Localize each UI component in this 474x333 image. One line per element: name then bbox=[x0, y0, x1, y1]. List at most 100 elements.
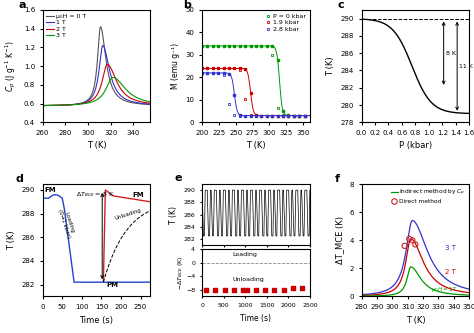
Text: Unloading: Unloading bbox=[232, 277, 264, 282]
X-axis label: Time (s): Time (s) bbox=[80, 316, 114, 325]
2.8 kbar bbox=[291, 114, 297, 118]
Text: Loading
(0→1 kbar): Loading (0→1 kbar) bbox=[57, 207, 77, 239]
2.8 kbar bbox=[237, 114, 243, 118]
Point bbox=[289, 234, 296, 239]
Text: Unloading: Unloading bbox=[114, 207, 142, 220]
Text: f: f bbox=[335, 174, 339, 184]
Point bbox=[239, 234, 246, 239]
Y-axis label: $C_p$ (J g$^{-1}$ K$^{-1}$): $C_p$ (J g$^{-1}$ K$^{-1}$) bbox=[4, 40, 18, 92]
Y-axis label: ΔT_MCE (K): ΔT_MCE (K) bbox=[335, 216, 344, 264]
P = 0 kbar bbox=[226, 44, 232, 48]
Legend: P = 0 kbar, 1.9 kbar, 2.8 kbar: P = 0 kbar, 1.9 kbar, 2.8 kbar bbox=[264, 13, 307, 32]
1.9 kbar bbox=[253, 114, 259, 118]
Y-axis label: T (K): T (K) bbox=[7, 230, 16, 250]
μ₀H = 0 T bbox=[87, 95, 93, 99]
μ₀H = 0 T bbox=[126, 100, 132, 104]
Text: b: b bbox=[182, 0, 191, 10]
1.9 kbar bbox=[243, 97, 248, 101]
X-axis label: Time (s): Time (s) bbox=[240, 314, 272, 323]
Line: 2.8 kbar: 2.8 kbar bbox=[201, 72, 306, 117]
P = 0 kbar bbox=[248, 44, 254, 48]
2.8 kbar bbox=[264, 114, 270, 118]
1 T bbox=[147, 102, 153, 106]
Text: 2 T: 2 T bbox=[445, 269, 456, 275]
Line: 1 T: 1 T bbox=[43, 46, 150, 106]
Y-axis label: M (emu g⁻¹): M (emu g⁻¹) bbox=[171, 43, 180, 89]
2.8 kbar bbox=[216, 71, 221, 75]
X-axis label: P (kbar): P (kbar) bbox=[399, 142, 432, 151]
Line: 3 T: 3 T bbox=[43, 77, 150, 106]
P = 0 kbar bbox=[237, 44, 243, 48]
Text: PM: PM bbox=[107, 282, 118, 288]
2.8 kbar bbox=[275, 114, 281, 118]
Line: 1.9 kbar: 1.9 kbar bbox=[201, 67, 306, 117]
2 T bbox=[147, 101, 153, 105]
Y-axis label: $-\Delta T_{BCE}$ (K): $-\Delta T_{BCE}$ (K) bbox=[175, 255, 184, 290]
Y-axis label: T (K): T (K) bbox=[169, 205, 178, 223]
2 T bbox=[87, 99, 93, 103]
3 T bbox=[83, 101, 89, 105]
1.9 kbar bbox=[259, 114, 264, 118]
2.8 kbar bbox=[280, 114, 286, 118]
2.8 kbar bbox=[296, 114, 302, 118]
μ₀H = 0 T bbox=[98, 25, 103, 29]
1.9 kbar bbox=[226, 66, 232, 70]
1.9 kbar bbox=[216, 66, 221, 70]
1.9 kbar bbox=[286, 114, 292, 118]
1.9 kbar bbox=[210, 66, 216, 70]
1.9 kbar bbox=[232, 66, 237, 70]
Point bbox=[253, 287, 260, 292]
Point bbox=[253, 234, 260, 239]
Point bbox=[298, 234, 305, 239]
Point bbox=[280, 287, 287, 292]
2.8 kbar bbox=[302, 114, 308, 118]
P = 0 kbar bbox=[232, 44, 237, 48]
P = 0 kbar bbox=[280, 114, 286, 118]
2.8 kbar bbox=[199, 71, 205, 75]
Point bbox=[230, 234, 237, 239]
3 T bbox=[110, 75, 116, 79]
1.9 kbar bbox=[248, 113, 254, 117]
Point bbox=[411, 242, 419, 247]
3 T bbox=[124, 88, 129, 92]
1 T bbox=[124, 98, 129, 102]
1.9 kbar bbox=[291, 114, 297, 118]
Point bbox=[221, 234, 228, 239]
1 T bbox=[87, 97, 93, 101]
P = 0 kbar bbox=[243, 44, 248, 48]
P = 0 kbar bbox=[216, 44, 221, 48]
μ₀H = 0 T bbox=[83, 99, 89, 103]
2.8 kbar bbox=[221, 73, 227, 77]
Point bbox=[298, 285, 305, 291]
Point bbox=[202, 287, 210, 292]
μ₀H = 0 T bbox=[114, 93, 119, 97]
2.8 kbar bbox=[253, 114, 259, 118]
Legend: Indirect method by $C_p$, Direct method: Indirect method by $C_p$, Direct method bbox=[390, 187, 466, 205]
2 T bbox=[40, 104, 46, 108]
1.9 kbar bbox=[205, 66, 210, 70]
P = 0 kbar bbox=[253, 44, 259, 48]
2.8 kbar bbox=[232, 113, 237, 117]
X-axis label: T (K): T (K) bbox=[246, 142, 266, 151]
1.9 kbar bbox=[264, 114, 270, 118]
Line: 2 T: 2 T bbox=[43, 64, 150, 106]
1.9 kbar bbox=[199, 66, 205, 70]
P = 0 kbar bbox=[296, 114, 302, 118]
Point bbox=[409, 237, 416, 243]
P = 0 kbar bbox=[205, 44, 210, 48]
Text: 8 K: 8 K bbox=[446, 51, 456, 56]
Legend: μ₀H = 0 T, 1 T, 2 T, 3 T: μ₀H = 0 T, 1 T, 2 T, 3 T bbox=[46, 13, 87, 39]
Text: 11 K: 11 K bbox=[459, 64, 473, 69]
P = 0 kbar bbox=[259, 44, 264, 48]
Point bbox=[280, 242, 287, 247]
Line: P = 0 kbar: P = 0 kbar bbox=[201, 45, 306, 117]
Text: $\mu_0H=1\,\mathrm{T}$: $\mu_0H=1\,\mathrm{T}$ bbox=[431, 285, 457, 294]
P = 0 kbar bbox=[269, 53, 275, 57]
1.9 kbar bbox=[237, 68, 243, 72]
1 T bbox=[114, 89, 119, 93]
Point bbox=[212, 287, 219, 292]
P = 0 kbar bbox=[302, 114, 308, 118]
2 T bbox=[114, 80, 119, 84]
P = 0 kbar bbox=[286, 114, 292, 118]
2.8 kbar bbox=[286, 114, 292, 118]
